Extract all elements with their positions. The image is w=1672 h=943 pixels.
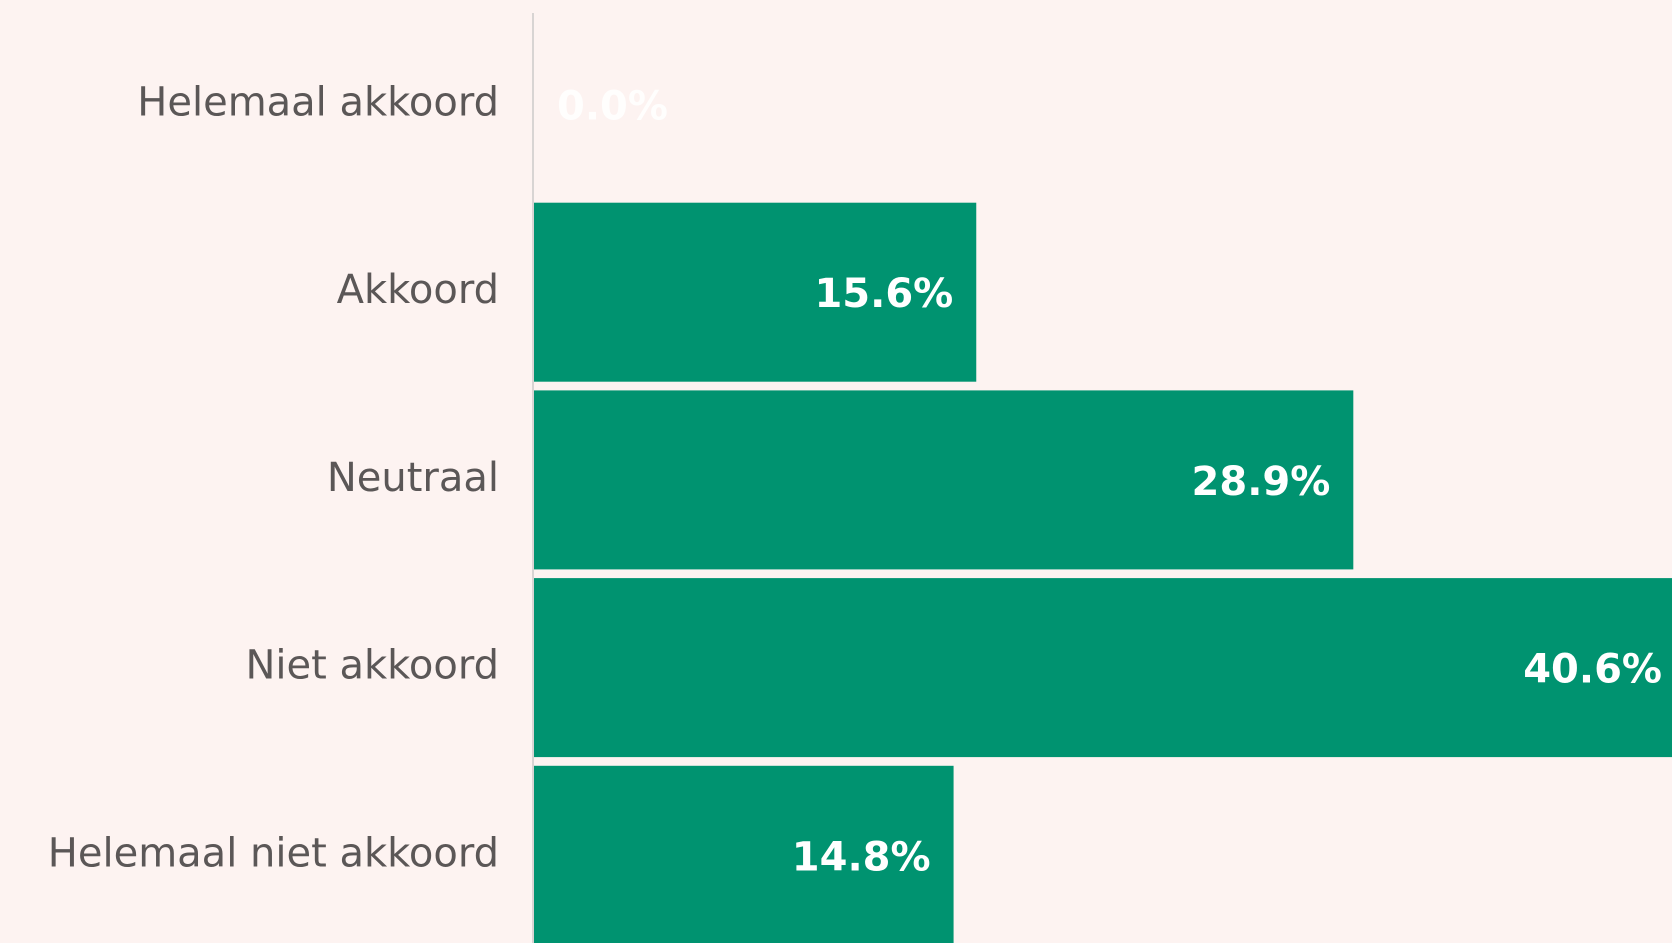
bar: [534, 578, 1672, 758]
value-label: 14.8%: [792, 834, 931, 880]
bar: [534, 390, 1354, 570]
category-label: Neutraal: [327, 455, 499, 501]
category-label: Helemaal akkoord: [137, 80, 499, 126]
category-label: Akkoord: [337, 267, 499, 313]
bar: [534, 202, 977, 382]
value-label: 0.0%: [557, 84, 668, 130]
bar: [534, 765, 954, 943]
value-label: 28.9%: [1192, 459, 1331, 505]
category-label: Niet akkoord: [245, 643, 499, 689]
value-label: 15.6%: [814, 271, 953, 317]
value-label: 40.6%: [1523, 647, 1662, 693]
category-label: Helemaal niet akkoord: [48, 830, 499, 876]
